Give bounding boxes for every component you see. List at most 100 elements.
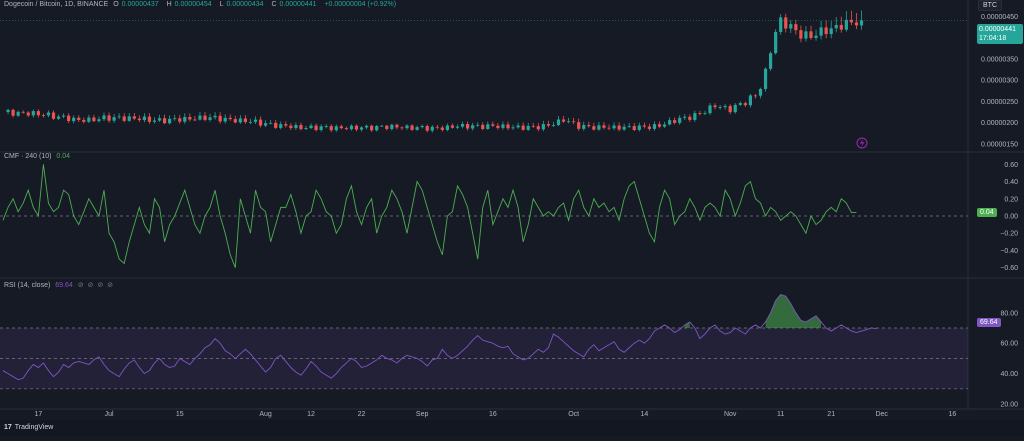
- time-tick-label: Jul: [105, 411, 114, 418]
- candle: [92, 117, 96, 122]
- candle: [344, 128, 348, 130]
- candle: [748, 95, 752, 106]
- candle: [673, 120, 677, 123]
- candle: [612, 125, 616, 129]
- rsi-tick-label: 40.00: [1000, 371, 1018, 378]
- cmf-tick-label: −0.20: [1000, 231, 1018, 238]
- candle: [188, 116, 192, 120]
- candle: [627, 126, 631, 127]
- rsi-line: [2, 294, 877, 381]
- tradingview-logo-icon: 17: [4, 424, 12, 431]
- ohlc-open: O 0.00000437: [113, 1, 159, 8]
- candle: [738, 103, 742, 105]
- candle: [501, 124, 505, 128]
- rsi-overbought-fill: [765, 294, 822, 328]
- candle: [218, 115, 222, 122]
- candle: [769, 53, 773, 69]
- candle: [743, 103, 747, 106]
- candle: [708, 105, 712, 114]
- candle: [354, 125, 359, 130]
- candle: [72, 117, 76, 122]
- candle: [51, 112, 56, 119]
- candle: [82, 119, 86, 122]
- candle: [693, 113, 697, 120]
- candle: [713, 105, 717, 108]
- candle: [147, 116, 152, 122]
- candle: [678, 117, 682, 123]
- candle: [289, 125, 293, 129]
- candle: [541, 124, 545, 130]
- candle: [703, 113, 707, 114]
- price-change: +0.00000004 (+0.92%): [324, 1, 397, 8]
- candle: [683, 116, 687, 118]
- candle: [460, 123, 465, 127]
- candle: [516, 125, 520, 128]
- candle: [173, 118, 177, 120]
- candle: [319, 126, 323, 131]
- cmf-tick-label: 0.40: [1004, 179, 1018, 186]
- candle: [36, 111, 40, 116]
- candle: [132, 116, 136, 119]
- time-tick-label: Aug: [259, 411, 272, 418]
- candle: [359, 127, 364, 130]
- candle: [774, 31, 778, 54]
- candle: [844, 19, 848, 30]
- candle: [849, 19, 853, 23]
- candle: [809, 31, 813, 38]
- rsi-tick-label: 60.00: [1000, 341, 1018, 348]
- candle: [561, 119, 566, 122]
- candle: [137, 118, 141, 121]
- candle: [284, 124, 288, 126]
- candle: [536, 126, 540, 130]
- candle: [415, 127, 419, 130]
- price-tick-label: 0.00000150: [981, 141, 1018, 148]
- candle: [314, 125, 318, 131]
- time-tick-label: 21: [827, 411, 835, 418]
- candle: [152, 120, 157, 122]
- rsi-option-icons[interactable]: ⊘ ⊘ ⊘ ⊘: [77, 282, 115, 289]
- candle: [789, 24, 793, 29]
- candle: [26, 112, 30, 116]
- cmf-tick-label: −0.40: [1000, 248, 1018, 255]
- candle: [567, 121, 571, 123]
- time-tick-label: Dec: [875, 411, 888, 418]
- candle: [304, 128, 308, 130]
- rsi-legend[interactable]: RSI (14, close) 69.64 ⊘ ⊘ ⊘ ⊘: [4, 281, 117, 289]
- last-price-value: 0.00000441: [979, 26, 1016, 33]
- candle: [718, 107, 722, 108]
- candle: [657, 124, 662, 127]
- candle: [668, 120, 672, 125]
- candle: [329, 126, 333, 131]
- candle: [31, 111, 35, 116]
- main-legend[interactable]: Dogecoin / Bitcoin, 1D, BINANCE O 0.00000…: [4, 1, 399, 8]
- candle: [662, 124, 667, 127]
- symbol-title: Dogecoin / Bitcoin, 1D, BINANCE: [4, 1, 109, 8]
- lightning-icon: [856, 137, 868, 149]
- candle: [243, 118, 247, 123]
- countdown: 17:04:18: [979, 35, 1007, 42]
- time-tick-label: Oct: [568, 411, 579, 418]
- candle: [274, 122, 278, 128]
- candle: [46, 112, 51, 116]
- price-tick-label: 0.00000450: [981, 14, 1018, 21]
- ohlc-close: C 0.00000441: [271, 1, 317, 8]
- lightning-icon-glyph: [860, 139, 865, 147]
- rsi-tick-label: 20.00: [1000, 402, 1018, 409]
- ohlc-high: H 0.00000454: [166, 1, 212, 8]
- candle: [688, 116, 692, 120]
- candle: [496, 125, 500, 128]
- cmf-legend[interactable]: CMF · 240 (10) 0.04: [4, 153, 73, 160]
- candle: [698, 113, 702, 114]
- candle: [365, 125, 369, 128]
- candle: [299, 125, 303, 130]
- candle: [854, 22, 859, 26]
- currency-button[interactable]: BTC: [978, 0, 1002, 11]
- candle: [430, 126, 434, 131]
- candle: [405, 125, 409, 129]
- candle: [385, 125, 389, 129]
- footer-brand[interactable]: 17 TradingView: [4, 424, 53, 431]
- candle: [572, 121, 576, 123]
- candle: [471, 125, 475, 129]
